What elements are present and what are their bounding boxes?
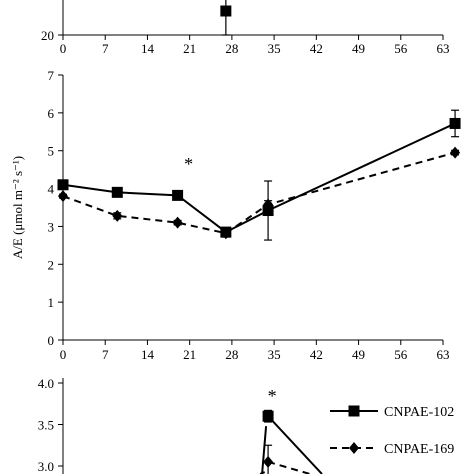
bot-cnpae169-point (263, 455, 274, 468)
mid-x-tick-label: 56 (394, 347, 408, 362)
mid-cnpae102-point (262, 205, 274, 217)
mid-cnpae102-point (449, 117, 461, 129)
mid-x-tick-label: 63 (437, 347, 450, 362)
mid-cnpae169-point (112, 209, 123, 222)
mid-x-tick-label: 7 (102, 347, 109, 362)
legend-label-cnpae102: CNPAE-102 (384, 405, 454, 420)
bottom-panel: 4.0 3.5 3.0 * CNPAE-102 CNPAE-169 (38, 376, 454, 474)
mid-cnpae102-point (111, 186, 123, 198)
top-x-tick-label: 7 (102, 41, 109, 56)
mid-y-tick-label: 0 (48, 333, 55, 348)
top-x-tick-label: 35 (268, 41, 281, 56)
mid-y-axis-label: A/E (μmol m⁻² s⁻¹) (10, 156, 25, 259)
mid-cnpae169-point (58, 190, 68, 203)
bot-cnpae169-line (267, 460, 311, 474)
mid-cnpae169-line (62, 151, 456, 235)
bot-cnpae102-point (262, 410, 274, 422)
top-cnpae102-point (220, 5, 232, 17)
top-x-tick-label: 56 (394, 41, 408, 56)
mid-cnpae169-point (220, 227, 231, 240)
mid-y-tick-label: 3 (48, 219, 55, 234)
bot-cnpae102-line-left (261, 426, 268, 474)
top-x-tick-label: 28 (225, 41, 238, 56)
mid-y-tick-label: 5 (48, 144, 55, 159)
bot-cnpae102-line (267, 415, 323, 474)
mid-cnpae102-point (57, 179, 69, 191)
top-x-tick-label: 42 (310, 41, 323, 56)
mid-y-tick-label: 7 (48, 68, 55, 83)
legend-label-cnpae169: CNPAE-169 (384, 442, 454, 457)
mid-cnpae102-point (172, 189, 184, 201)
top-x-tick-label: 0 (60, 41, 67, 56)
mid-x-tick-label: 14 (141, 347, 155, 362)
top-x-tick-label: 49 (352, 41, 365, 56)
mid-x-tick-label: 21 (183, 347, 196, 362)
mid-y-tick-label: 4 (48, 182, 55, 197)
mid-significance-asterisk: * (184, 154, 193, 174)
bot-y-tick-label: 3.0 (38, 459, 54, 474)
top-y-tick-label: 20 (41, 28, 54, 43)
mid-x-tick-label: 35 (268, 347, 281, 362)
top-x-tick-label: 21 (183, 41, 196, 56)
mid-x-tick-label: 42 (310, 347, 323, 362)
bot-significance-asterisk: * (268, 386, 277, 406)
mid-cnpae169-point (450, 146, 461, 159)
mid-x-tick-label: 28 (225, 347, 238, 362)
top-x-tick-label: 63 (437, 41, 450, 56)
mid-cnpae169-point (172, 216, 183, 229)
top-x-tick-label: 14 (141, 41, 155, 56)
legend-marker-cnpae169 (349, 442, 359, 454)
mid-x-tick-label: 49 (352, 347, 365, 362)
top-panel: 0 7 14 21 28 35 42 49 56 63 20 (41, 0, 450, 56)
bot-y-tick-label: 4.0 (38, 376, 54, 391)
legend-marker-cnpae102 (348, 405, 360, 417)
mid-cnpae169-point (263, 198, 274, 211)
mid-y-tick-label: 2 (48, 257, 55, 272)
mid-x-tick-label: 0 (60, 347, 67, 362)
mid-y-tick-label: 1 (48, 295, 55, 310)
bot-y-tick-label: 3.5 (38, 418, 54, 433)
mid-cnpae102-line (62, 122, 456, 234)
mid-y-tick-label: 6 (48, 106, 55, 121)
